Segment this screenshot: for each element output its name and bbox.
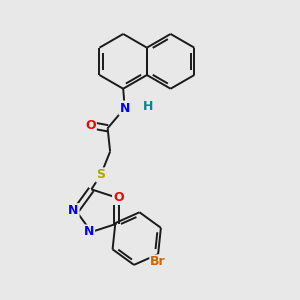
Text: N: N xyxy=(120,101,130,115)
Text: N: N xyxy=(68,204,79,217)
Text: Br: Br xyxy=(150,255,166,268)
Text: N: N xyxy=(84,226,94,238)
Text: H: H xyxy=(143,100,153,113)
Text: S: S xyxy=(96,168,105,182)
Text: O: O xyxy=(113,191,124,204)
Text: O: O xyxy=(85,118,96,132)
